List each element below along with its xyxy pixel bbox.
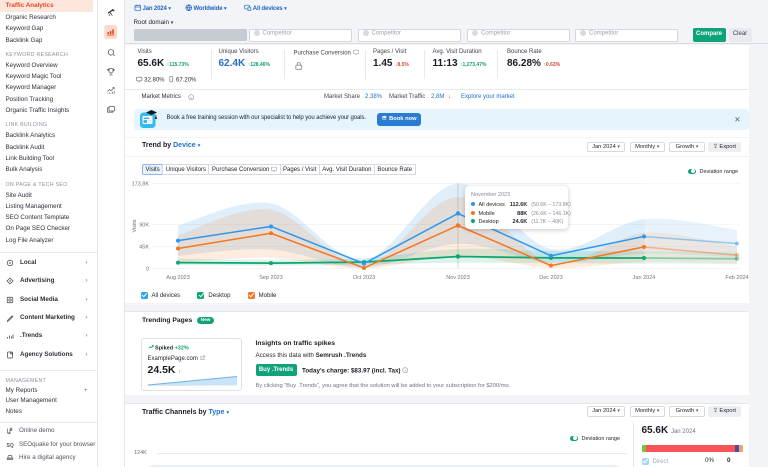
svg-text:Jan 2024: Jan 2024: [633, 275, 656, 281]
svg-text:Oct 2023: Oct 2023: [353, 275, 375, 281]
svg-text:Sep 2023: Sep 2023: [259, 275, 283, 281]
svg-text:0: 0: [146, 267, 149, 273]
svg-text:45K: 45K: [139, 245, 149, 251]
svg-text:Visits: Visits: [132, 219, 138, 232]
svg-text:Nov 2023: Nov 2023: [446, 275, 470, 281]
svg-text:Dec 2023: Dec 2023: [539, 275, 563, 281]
svg-text:90K: 90K: [139, 223, 149, 229]
svg-text:Feb 2024: Feb 2024: [725, 275, 748, 281]
svg-text:SQ: SQ: [6, 443, 13, 449]
svg-text:173.8K: 173.8K: [132, 182, 150, 188]
svg-text:Aug 2023: Aug 2023: [166, 275, 190, 281]
